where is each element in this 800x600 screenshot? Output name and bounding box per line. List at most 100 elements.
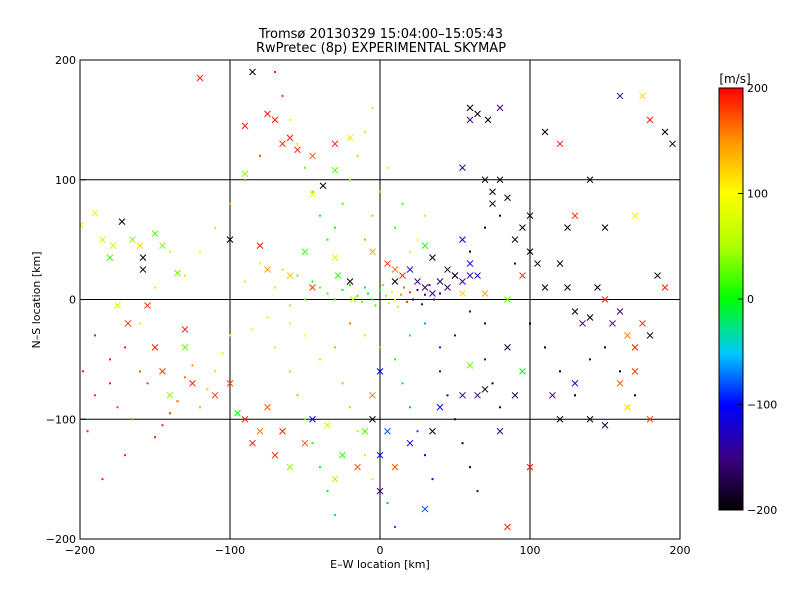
velocity-cross-marker <box>309 152 316 160</box>
velocity-dot-marker <box>409 291 411 294</box>
velocity-dot-marker <box>484 322 486 325</box>
velocity-dot-marker <box>244 178 246 181</box>
velocity-dot-marker <box>382 284 384 287</box>
velocity-dot-marker <box>371 106 374 109</box>
velocity-dot-marker <box>289 370 291 373</box>
velocity-dot-marker <box>400 293 402 296</box>
colorbar-tick-label: 100 <box>747 188 768 201</box>
velocity-dot-marker <box>251 328 254 331</box>
velocity-dot-marker <box>109 382 111 385</box>
velocity-dot-marker <box>319 358 321 361</box>
velocity-cross-marker <box>376 367 384 375</box>
velocity-dot-marker <box>484 226 486 229</box>
chart-title: Tromsø 20130329 15:04:00–15:05:43 <box>258 27 503 42</box>
velocity-cross-marker <box>129 236 136 243</box>
colorbar: [m/s] 200 100 0 −100 −200 <box>718 72 777 517</box>
velocity-cross-marker <box>421 284 429 291</box>
velocity-dot-marker <box>304 418 306 421</box>
velocity-cross-marker <box>301 248 309 255</box>
velocity-cross-marker <box>159 367 166 375</box>
velocity-dot-marker <box>169 250 171 253</box>
velocity-dot-marker <box>304 298 306 301</box>
velocity-cross-marker <box>466 272 474 279</box>
velocity-cross-marker <box>80 221 84 229</box>
velocity-dot-marker <box>364 334 366 337</box>
velocity-cross-marker <box>234 409 241 417</box>
velocity-dot-marker <box>319 466 321 469</box>
velocity-dot-marker <box>101 478 104 481</box>
velocity-dot-marker <box>361 300 363 303</box>
velocity-cross-marker <box>139 266 147 273</box>
velocity-dot-marker <box>428 284 431 287</box>
velocity-cross-marker <box>646 116 654 124</box>
velocity-cross-marker <box>564 284 571 291</box>
velocity-cross-marker <box>346 278 354 285</box>
velocity-dot-marker <box>274 346 276 349</box>
velocity-cross-marker <box>144 302 151 309</box>
velocity-cross-marker <box>601 421 609 429</box>
velocity-cross-marker <box>279 140 286 148</box>
velocity-dot-marker <box>259 154 261 157</box>
velocity-cross-marker <box>384 260 391 267</box>
velocity-dot-marker <box>326 238 329 241</box>
velocity-dot-marker <box>439 370 441 373</box>
velocity-dot-marker <box>403 286 405 289</box>
velocity-dot-marker <box>326 490 329 493</box>
velocity-cross-marker <box>661 284 669 291</box>
velocity-cross-marker <box>466 362 474 369</box>
y-tick-label: 0 <box>69 294 76 307</box>
velocity-dot-marker <box>229 202 231 205</box>
velocity-dot-marker <box>326 292 329 295</box>
velocity-cross-marker <box>519 224 526 232</box>
velocity-cross-marker <box>586 415 594 423</box>
velocity-dot-marker <box>484 358 486 361</box>
x-tick-label: −100 <box>215 544 245 557</box>
velocity-dot-marker <box>191 364 194 367</box>
velocity-cross-marker <box>256 242 264 249</box>
velocity-cross-marker <box>354 463 361 471</box>
velocity-cross-marker <box>639 92 646 100</box>
velocity-dot-marker <box>412 298 414 301</box>
velocity-dot-marker <box>341 202 344 205</box>
velocity-dot-marker <box>259 262 261 265</box>
velocity-dot-marker <box>349 406 351 409</box>
x-axis-label: E–W location [km] <box>330 558 430 571</box>
velocity-cross-marker <box>181 344 189 351</box>
y-axis-label: N–S location [km] <box>30 251 43 348</box>
velocity-cross-marker <box>466 104 474 112</box>
velocity-dot-marker <box>424 454 426 457</box>
velocity-dot-marker <box>311 442 314 445</box>
velocity-cross-marker <box>181 326 189 333</box>
velocity-cross-marker <box>511 236 519 243</box>
velocity-cross-marker <box>616 92 624 100</box>
velocity-cross-marker <box>406 439 414 447</box>
velocity-dot-marker <box>199 250 201 253</box>
velocity-cross-marker <box>286 272 294 279</box>
velocity-cross-marker <box>309 190 316 198</box>
velocity-cross-marker <box>519 367 526 375</box>
velocity-cross-marker <box>124 320 132 327</box>
velocity-cross-marker <box>429 290 436 297</box>
velocity-dot-marker <box>349 178 351 181</box>
velocity-dot-marker <box>86 430 89 433</box>
velocity-cross-marker <box>496 104 504 112</box>
velocity-dot-marker <box>281 94 284 97</box>
velocity-cross-marker <box>339 451 346 459</box>
x-tick-label: 100 <box>520 544 541 557</box>
velocity-dot-marker <box>409 334 411 337</box>
velocity-cross-marker <box>526 212 534 220</box>
velocity-dot-marker <box>394 298 396 301</box>
velocity-cross-marker <box>109 242 117 249</box>
velocity-dot-marker <box>469 466 471 469</box>
velocity-cross-marker <box>391 463 399 471</box>
y-tick-label: −200 <box>46 533 76 546</box>
velocity-dot-marker <box>184 376 186 379</box>
velocity-dot-marker <box>82 370 84 373</box>
velocity-cross-marker <box>331 254 339 261</box>
velocity-cross-marker <box>279 427 286 435</box>
velocity-dot-marker <box>397 305 399 308</box>
velocity-dot-marker <box>476 490 479 493</box>
velocity-dot-marker <box>311 190 314 193</box>
velocity-cross-marker <box>616 379 624 387</box>
